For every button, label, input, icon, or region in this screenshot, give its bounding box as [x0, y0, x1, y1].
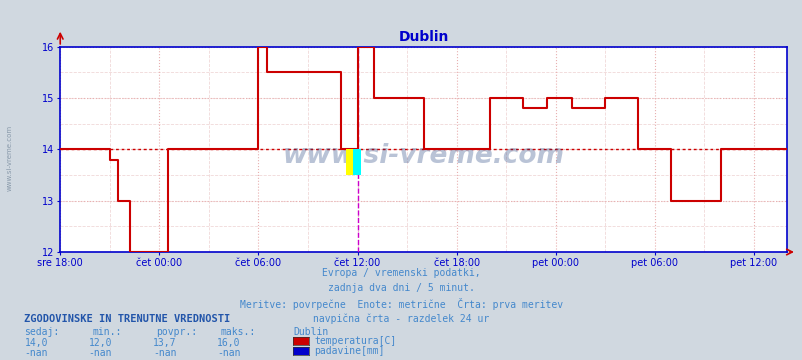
Title: Dublin: Dublin — [398, 30, 448, 44]
Text: temperatura[C]: temperatura[C] — [314, 336, 395, 346]
Text: Evropa / vremenski podatki,: Evropa / vremenski podatki, — [322, 268, 480, 278]
Text: sedaj:: sedaj: — [24, 327, 59, 337]
Text: -nan: -nan — [217, 348, 241, 359]
Text: Meritve: povrpečne  Enote: metrične  Črta: prva meritev: Meritve: povrpečne Enote: metrične Črta:… — [240, 298, 562, 310]
Text: 13,7: 13,7 — [152, 338, 176, 348]
Text: www.si-vreme.com: www.si-vreme.com — [6, 125, 13, 192]
Text: -nan: -nan — [152, 348, 176, 359]
Text: padavine[mm]: padavine[mm] — [314, 346, 384, 356]
Text: 16,0: 16,0 — [217, 338, 241, 348]
Text: min.:: min.: — [92, 327, 122, 337]
Text: maks.:: maks.: — [221, 327, 256, 337]
Text: 12,0: 12,0 — [88, 338, 112, 348]
Text: Dublin: Dublin — [293, 327, 328, 337]
Text: -nan: -nan — [24, 348, 48, 359]
Text: www.si-vreme.com: www.si-vreme.com — [282, 143, 564, 168]
Text: ZGODOVINSKE IN TRENUTNE VREDNOSTI: ZGODOVINSKE IN TRENUTNE VREDNOSTI — [24, 314, 230, 324]
Bar — [353, 149, 360, 175]
Text: navpična črta - razdelek 24 ur: navpična črta - razdelek 24 ur — [313, 314, 489, 324]
Text: zadnja dva dni / 5 minut.: zadnja dva dni / 5 minut. — [328, 283, 474, 293]
Bar — [346, 149, 353, 175]
Text: -nan: -nan — [88, 348, 112, 359]
Text: 14,0: 14,0 — [24, 338, 48, 348]
Text: povpr.:: povpr.: — [156, 327, 197, 337]
